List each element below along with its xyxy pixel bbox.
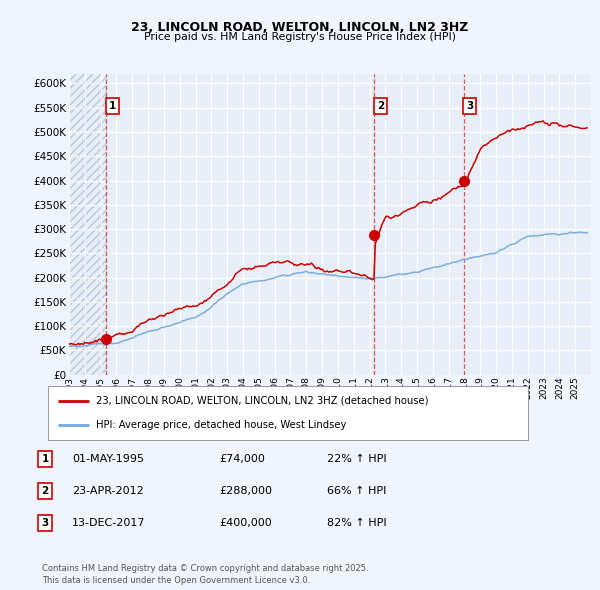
Text: 66% ↑ HPI: 66% ↑ HPI [327,486,386,496]
Text: 23, LINCOLN ROAD, WELTON, LINCOLN, LN2 3HZ (detached house): 23, LINCOLN ROAD, WELTON, LINCOLN, LN2 3… [96,396,428,406]
Text: 22% ↑ HPI: 22% ↑ HPI [327,454,386,464]
Text: £400,000: £400,000 [219,518,272,527]
Text: 1: 1 [41,454,49,464]
Text: Price paid vs. HM Land Registry's House Price Index (HPI): Price paid vs. HM Land Registry's House … [144,32,456,42]
Text: 23-APR-2012: 23-APR-2012 [72,486,144,496]
Text: 13-DEC-2017: 13-DEC-2017 [72,518,146,527]
Text: 23, LINCOLN ROAD, WELTON, LINCOLN, LN2 3HZ: 23, LINCOLN ROAD, WELTON, LINCOLN, LN2 3… [131,21,469,34]
Text: HPI: Average price, detached house, West Lindsey: HPI: Average price, detached house, West… [96,420,346,430]
Text: 3: 3 [41,518,49,527]
Text: 2: 2 [377,101,384,111]
Text: £74,000: £74,000 [219,454,265,464]
Text: 01-MAY-1995: 01-MAY-1995 [72,454,144,464]
Text: 82% ↑ HPI: 82% ↑ HPI [327,518,386,527]
Text: 2: 2 [41,486,49,496]
Text: £288,000: £288,000 [219,486,272,496]
Text: 3: 3 [466,101,473,111]
Text: Contains HM Land Registry data © Crown copyright and database right 2025.
This d: Contains HM Land Registry data © Crown c… [42,565,368,585]
Text: 1: 1 [109,101,116,111]
Bar [69,74,106,375]
